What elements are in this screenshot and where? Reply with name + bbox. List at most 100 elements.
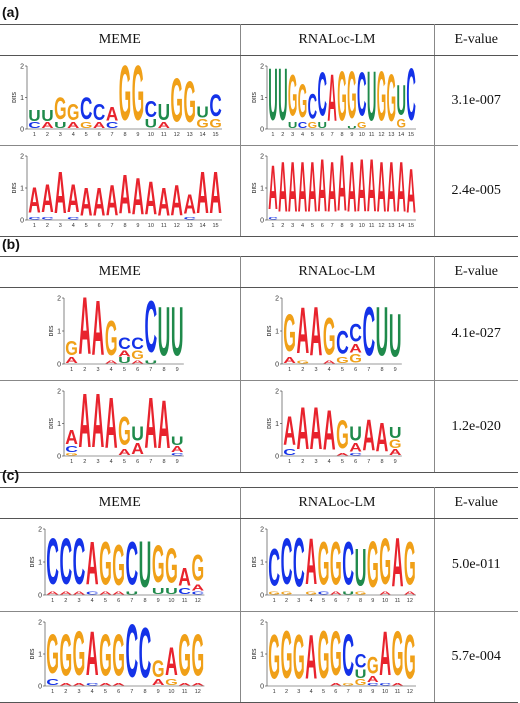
logo-letter-a: A [209, 160, 221, 227]
logo-letter-u: U [125, 591, 138, 596]
table-row: bits 0 1 2 A C 1 A C 2 A C 3 C A 4 A G 5 A G 6 U C 7 U 8 U G 9 U G 10 C A 1… [0, 518, 518, 612]
logo-letter-a: A [170, 177, 182, 226]
logo-letter-g: G [357, 122, 367, 130]
logo-letter-u: U [367, 60, 376, 136]
header-evalue: E-value [434, 256, 518, 288]
panel-label: (a) [2, 4, 20, 20]
logo-letter-a: A [191, 584, 204, 593]
logo-letter-g: G [377, 60, 386, 136]
logo-letter-c: C [41, 216, 53, 220]
logo-letter-c: C [268, 538, 280, 597]
y-tick-label: 0 [38, 684, 42, 691]
logo-letter-c: C [72, 527, 85, 599]
position-label: 11 [395, 598, 401, 604]
position-label: 6 [97, 223, 100, 229]
logo-letter-g: G [347, 60, 356, 133]
rnaloc-lm-logo-cell: bits 0 1 2 G C 1 G C 2 C 3 G A 4 C G 5 A G 6 U C 7 G U 8 G 9 A G 10 A 11 A… [240, 518, 435, 612]
y-axis-label: bits [252, 648, 258, 659]
logo-letter-g: G [170, 65, 182, 135]
logo-letter-a: A [59, 682, 72, 687]
logo-letter-g: G [288, 63, 297, 128]
y-tick-label: 1 [38, 560, 42, 567]
logo-letter-u: U [355, 668, 367, 681]
position-label: 15 [408, 132, 414, 138]
meme-logo-cell: bits 0 1 2 G C A 1 A 2 A 3 A 4 A G 5 A U 6 A 7 A 8 C A U 9 [0, 380, 241, 473]
logo-letter-c: C [93, 99, 106, 125]
logo-letter-g: G [283, 304, 296, 363]
y-tick-label: 2 [38, 527, 42, 534]
logo-letter-c: C [28, 121, 41, 130]
logo-letter-a: A [106, 177, 118, 226]
position-label: 1 [33, 223, 36, 229]
position-label: 3 [291, 223, 294, 229]
logo-letter-c: C [318, 60, 327, 129]
position-label: 1 [271, 223, 274, 229]
position-label: 8 [123, 132, 126, 138]
logo-letter-a: A [72, 591, 85, 596]
logo-letter-g: G [66, 336, 79, 359]
position-label: 3 [59, 132, 62, 138]
position-label: 8 [380, 367, 383, 373]
logo-letter-u: U [396, 75, 405, 124]
logo-letter-a: A [357, 150, 366, 228]
y-tick-label: 1 [260, 95, 264, 102]
logo-letter-a: A [106, 102, 118, 124]
position-label: 15 [408, 223, 414, 229]
logo-letter-u: U [157, 99, 169, 125]
logo-letter-g: G [72, 618, 85, 689]
position-label: 6 [117, 598, 120, 604]
meme-logo-cell: bits 0 1 2 A G 1 A 2 A 3 A G 4 U A C 5 A G C 6 U C 7 U 8 U 9 [0, 287, 241, 381]
logo-letter-a: A [151, 678, 164, 687]
logo-letter-g: G [268, 621, 280, 693]
position-label: 8 [163, 367, 166, 373]
logo-letter-a: A [296, 296, 309, 368]
position-label: 3 [291, 132, 294, 138]
position-label: 13 [388, 132, 394, 138]
logo-letter-c: C [191, 591, 204, 596]
logo-letter-g: G [165, 678, 178, 687]
position-label: 8 [380, 459, 383, 465]
logo-letter-a: A [118, 448, 131, 457]
position-label: 5 [311, 223, 314, 229]
evalue-cell: 4.1e-027 [434, 287, 518, 381]
table-row: bits 0 1 2 G C A 1 A 2 A 3 A 4 A G 5 A U 6 A 7 A 8 C A U 9 bits 0 1 2 C A… [0, 380, 518, 473]
logo-letter-a: A [337, 150, 346, 229]
position-label: 1 [288, 459, 291, 465]
position-label: 7 [130, 598, 133, 604]
meme-logo-cell: bits 0 1 2 A C 1 A C 2 A C 3 C A 4 A G 5 A G 6 U C 7 U 8 U G 9 U G 10 C A 1… [0, 518, 241, 612]
logo-letter-a: A [72, 682, 85, 687]
logo-letter-c: C [268, 216, 277, 221]
position-label: 12 [407, 598, 413, 604]
y-tick-label: 0 [38, 593, 42, 600]
position-label: 2 [84, 459, 87, 465]
logo-letter-a: A [46, 591, 59, 596]
logo-letter-u: U [151, 587, 164, 596]
logo-letter-a: A [118, 349, 131, 358]
y-tick-label: 1 [20, 186, 24, 193]
meme-logo-cell: bits 0 1 2 C G 1 A G 2 A G 3 C A 4 A G 5 A G 6 C 7 C 8 A G 9 G A 10 A G 11… [0, 611, 241, 703]
meme-logo-cell: bits 0 1 2 C A 1 C A 2 A 3 C A 4 A 5 A 6 A 7 A 8 A 9 A 10 A 11 A 12 C A 1… [0, 145, 241, 237]
logo-letter-a: A [28, 181, 40, 221]
logo-letter-a: A [119, 163, 131, 225]
logo-letter-g: G [165, 538, 178, 593]
logo-letter-c: C [80, 92, 92, 127]
position-label: 5 [123, 367, 126, 373]
logo-letter-g: G [367, 653, 379, 679]
y-axis-label: bits [252, 182, 258, 193]
logo-letter-a: A [92, 385, 105, 463]
logo-letter-c: C [59, 527, 72, 599]
logo-letter-g: G [305, 591, 317, 595]
logo-letter-c: C [85, 682, 98, 687]
logo-letter-a: A [85, 618, 98, 689]
logo-letter-a: A [59, 591, 72, 596]
position-label: 11 [369, 223, 375, 229]
header-rnaloc-lm: RNALoc-LM [240, 24, 435, 56]
logo-letter-c: C [281, 526, 293, 599]
logo-letter-g: G [355, 591, 367, 595]
logo-letter-u: U [268, 60, 277, 137]
position-label: 9 [136, 223, 139, 229]
y-tick-label: 0 [260, 593, 264, 600]
header-meme: MEME [0, 487, 241, 519]
logo-letter-a: A [157, 180, 169, 224]
